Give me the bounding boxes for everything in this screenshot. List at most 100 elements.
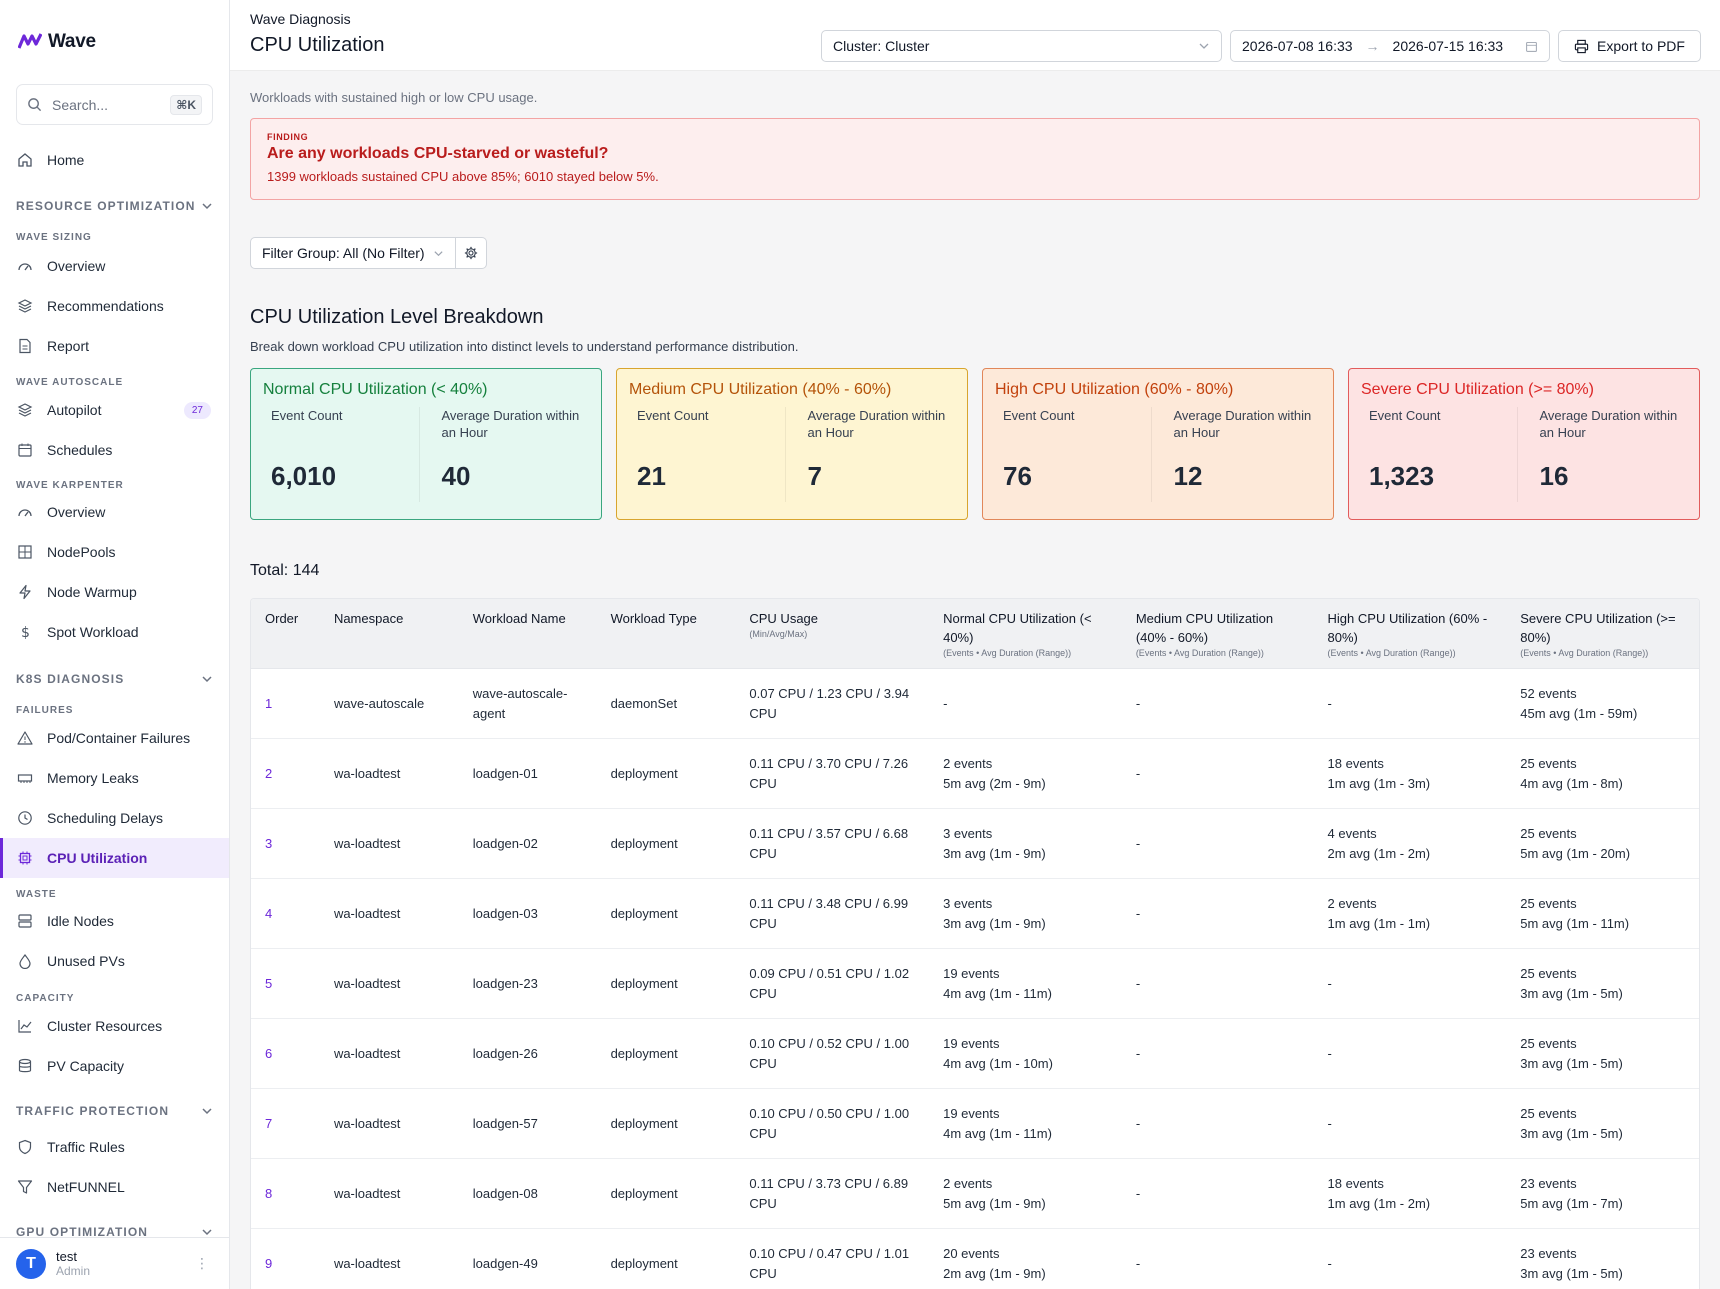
cell-line: 45m avg (1m - 59m) bbox=[1520, 705, 1638, 721]
table-row[interactable]: 3 wa-loadtest loadgen-02 deployment 0.11… bbox=[251, 809, 1699, 879]
sidebar-item-sizing-overview[interactable]: Overview bbox=[0, 246, 229, 286]
sidebar-item-nodepools[interactable]: NodePools bbox=[0, 532, 229, 572]
column-header-order[interactable]: Order bbox=[265, 611, 299, 626]
cell-cpu-usage: 0.11 CPU / 3.73 CPU / 6.89 CPU bbox=[749, 1175, 909, 1211]
column-header-workload-type[interactable]: Workload Type bbox=[610, 611, 697, 626]
filter-settings-button[interactable] bbox=[455, 237, 487, 269]
cell-normal: 3 events 3m avg (1m - 9m) bbox=[929, 894, 1122, 934]
section-k8s-diagnosis[interactable]: K8S DIAGNOSIS bbox=[16, 672, 213, 686]
cell-order[interactable]: 4 bbox=[265, 905, 273, 921]
sidebar-item-memory-leaks[interactable]: Memory Leaks bbox=[0, 758, 229, 798]
cell-order[interactable]: 5 bbox=[265, 975, 273, 991]
layers-icon bbox=[17, 299, 33, 313]
sidebar-item-scheduling-delays[interactable]: Scheduling Delays bbox=[0, 798, 229, 838]
sidebar: Wave Search... ⌘K Home RESOURCE OPTIMIZA… bbox=[0, 0, 230, 1289]
table-row[interactable]: 1 wave-autoscale wave-autoscale-agent da… bbox=[251, 669, 1699, 739]
sidebar-item-cluster-resources[interactable]: Cluster Resources bbox=[0, 1006, 229, 1046]
date-from[interactable]: 2026-07-08 16:33 bbox=[1242, 38, 1353, 54]
cell-line: 1m avg (1m - 1m) bbox=[1327, 915, 1431, 931]
cell-cpu-usage: 0.11 CPU / 3.70 CPU / 7.26 CPU bbox=[749, 755, 909, 791]
column-header-high[interactable]: High CPU Utilization (60% - 80%) (Events … bbox=[1327, 611, 1488, 658]
table-row[interactable]: 9 wa-loadtest loadgen-49 deployment 0.10… bbox=[251, 1229, 1699, 1289]
sidebar-item-traffic-rules[interactable]: Traffic Rules bbox=[0, 1127, 229, 1167]
column-header-severe[interactable]: Severe CPU Utilization (>= 80%) (Events •… bbox=[1520, 611, 1676, 658]
cell-line: - bbox=[1135, 905, 1141, 921]
cluster-select[interactable]: Cluster: Cluster bbox=[821, 30, 1222, 62]
sidebar-item-idle-nodes[interactable]: Idle Nodes bbox=[0, 901, 229, 941]
section-resource-optimization[interactable]: RESOURCE OPTIMIZATION bbox=[16, 199, 213, 213]
section-traffic-protection[interactable]: TRAFFIC PROTECTION bbox=[16, 1104, 213, 1118]
cell-workload-name: wave-autoscale-agent bbox=[472, 685, 568, 721]
sidebar-item-cpu-utilization[interactable]: CPU Utilization bbox=[0, 838, 229, 878]
sidebar-item-node-warmup[interactable]: Node Warmup bbox=[0, 572, 229, 612]
cell-line: 19 events bbox=[943, 1035, 1000, 1051]
date-to[interactable]: 2026-07-15 16:33 bbox=[1392, 38, 1504, 54]
cell-line: 3 events bbox=[943, 895, 993, 911]
cell-high: 18 events 1m avg (1m - 3m) bbox=[1314, 754, 1507, 794]
breadcrumb[interactable]: Wave Diagnosis bbox=[250, 11, 351, 27]
sidebar-item-label: Recommendations bbox=[47, 298, 164, 314]
sidebar-item-label: Autopilot bbox=[47, 402, 102, 418]
table-row[interactable]: 4 wa-loadtest loadgen-03 deployment 0.11… bbox=[251, 879, 1699, 949]
column-header-medium[interactable]: Medium CPU Utilization (40% - 60%) (Event… bbox=[1135, 611, 1274, 658]
sidebar-item-recommendations[interactable]: Recommendations bbox=[0, 286, 229, 326]
cell-line: - bbox=[1135, 765, 1141, 781]
sidebar-item-pod-failures[interactable]: Pod/Container Failures bbox=[0, 718, 229, 758]
cell-severe: 52 events 45m avg (1m - 59m) bbox=[1506, 684, 1699, 724]
logo[interactable]: Wave bbox=[18, 30, 96, 54]
chevron-down-icon bbox=[434, 250, 443, 256]
sidebar-item-karpenter-overview[interactable]: Overview bbox=[0, 492, 229, 532]
table-row[interactable]: 6 wa-loadtest loadgen-26 deployment 0.10… bbox=[251, 1019, 1699, 1089]
table-row[interactable]: 5 wa-loadtest loadgen-23 deployment 0.09… bbox=[251, 949, 1699, 1019]
avg-duration-label: Average Duration within an Hour bbox=[441, 408, 580, 440]
cell-line: 23 events bbox=[1520, 1245, 1577, 1261]
user-menu[interactable]: T test Admin ⋮ bbox=[0, 1237, 229, 1289]
sidebar-item-autopilot[interactable]: Autopilot 27 bbox=[0, 390, 229, 430]
more-options-icon[interactable]: ⋮ bbox=[195, 1255, 209, 1271]
export-pdf-label: Export to PDF bbox=[1597, 38, 1685, 54]
sidebar-item-schedules[interactable]: Schedules bbox=[0, 430, 229, 470]
cell-order[interactable]: 8 bbox=[265, 1185, 273, 1201]
avg-duration-value: 16 bbox=[1539, 461, 1569, 491]
cell-workload-type: deployment bbox=[610, 975, 678, 991]
search-input[interactable]: Search... ⌘K bbox=[16, 84, 213, 125]
cell-order[interactable]: 2 bbox=[265, 765, 273, 781]
cell-order[interactable]: 7 bbox=[265, 1115, 273, 1131]
cell-order[interactable]: 3 bbox=[265, 835, 273, 851]
cell-cpu-usage: 0.11 CPU / 3.57 CPU / 6.68 CPU bbox=[749, 825, 909, 861]
cell-line: - bbox=[1135, 1115, 1141, 1131]
table-row[interactable]: 2 wa-loadtest loadgen-01 deployment 0.11… bbox=[251, 739, 1699, 809]
cell-line: 3m avg (1m - 5m) bbox=[1520, 1055, 1623, 1071]
cell-high: - bbox=[1314, 1254, 1507, 1274]
table-row[interactable]: 7 wa-loadtest loadgen-57 deployment 0.10… bbox=[251, 1089, 1699, 1159]
table-row[interactable]: 8 wa-loadtest loadgen-08 deployment 0.11… bbox=[251, 1159, 1699, 1229]
cell-severe: 25 events 4m avg (1m - 8m) bbox=[1506, 754, 1699, 794]
sidebar-item-pv-capacity[interactable]: PV Capacity bbox=[0, 1046, 229, 1086]
cell-high: - bbox=[1314, 974, 1507, 994]
column-header-normal[interactable]: Normal CPU Utilization (< 40%) (Events • … bbox=[943, 611, 1092, 658]
column-header-cpu-usage[interactable]: CPU Usage (Min/Avg/Max) bbox=[749, 611, 819, 639]
cell-order[interactable]: 6 bbox=[265, 1045, 273, 1061]
sidebar-item-report[interactable]: Report bbox=[0, 326, 229, 366]
cell-order[interactable]: 9 bbox=[265, 1255, 273, 1271]
cell-order[interactable]: 1 bbox=[265, 695, 273, 711]
cell-namespace: wa-loadtest bbox=[333, 975, 401, 991]
sidebar-item-home[interactable]: Home bbox=[0, 140, 229, 180]
cell-cpu-usage: 0.11 CPU / 3.48 CPU / 6.99 CPU bbox=[749, 895, 909, 931]
section-gpu-optimization[interactable]: GPU OPTIMIZATION bbox=[16, 1225, 213, 1239]
filter-group-select[interactable]: Filter Group: All (No Filter) bbox=[250, 237, 456, 269]
sidebar-item-label: Scheduling Delays bbox=[47, 810, 163, 826]
column-header-namespace[interactable]: Namespace bbox=[333, 611, 404, 626]
sidebar-item-netfunnel[interactable]: NetFUNNEL bbox=[0, 1167, 229, 1207]
cell-workload-name: loadgen-57 bbox=[472, 1115, 538, 1131]
event-count-label: Event Count bbox=[1003, 408, 1075, 423]
sidebar-item-unused-pvs[interactable]: Unused PVs bbox=[0, 941, 229, 981]
column-header-workload-name[interactable]: Workload Name bbox=[472, 611, 566, 626]
event-count-value: 21 bbox=[637, 461, 666, 491]
cell-line: 19 events bbox=[943, 1105, 1000, 1121]
sidebar-item-spot-workload[interactable]: $ Spot Workload bbox=[0, 612, 229, 652]
event-count-label: Event Count bbox=[1369, 408, 1441, 423]
export-pdf-button[interactable]: Export to PDF bbox=[1558, 30, 1701, 62]
sidebar-item-label: Overview bbox=[47, 258, 106, 274]
date-range-picker[interactable]: 2026-07-08 16:33 → 2026-07-15 16:33 bbox=[1230, 30, 1550, 62]
